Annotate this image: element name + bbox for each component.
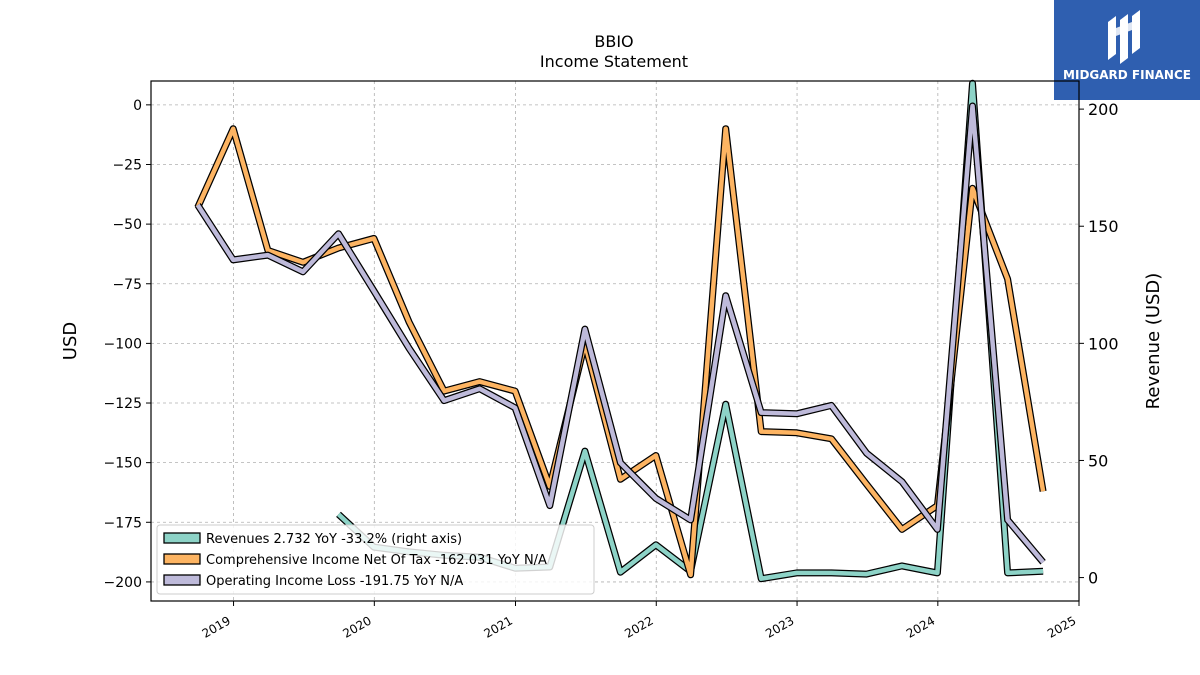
y2-tick-label: 200 bbox=[1088, 100, 1119, 119]
y-tick-label: −150 bbox=[104, 456, 142, 472]
y-tick-label: −25 bbox=[112, 157, 142, 173]
legend-swatch bbox=[163, 532, 201, 544]
y-tick-label: −75 bbox=[112, 277, 142, 293]
x-tick-label: 2024 bbox=[904, 613, 937, 640]
x-tick-label: 2022 bbox=[622, 613, 655, 640]
y2-tick-label: 50 bbox=[1088, 451, 1108, 470]
x-tick-label: 2021 bbox=[482, 613, 515, 640]
midgard-logo-icon bbox=[1108, 10, 1140, 64]
y-tick-label: −175 bbox=[104, 515, 142, 531]
x-tick-label: 2019 bbox=[200, 613, 233, 640]
x-tick-label: 2023 bbox=[763, 613, 796, 640]
y-tick-label: −125 bbox=[104, 396, 142, 412]
plot-frame bbox=[150, 80, 1080, 602]
legend-label: Operating Income Loss -191.75 YoY N/A bbox=[206, 574, 463, 589]
y2-tick-label: 150 bbox=[1088, 217, 1119, 236]
series-line-1 bbox=[195, 126, 1046, 578]
series-line-outline-2 bbox=[194, 102, 1046, 565]
y2-tick-label: 0 bbox=[1088, 569, 1098, 588]
legend-label: Revenues 2.732 YoY -33.2% (right axis) bbox=[206, 532, 462, 547]
y2-axis-label: Revenue (USD) bbox=[1143, 273, 1164, 410]
y-axis-label: USD bbox=[60, 322, 81, 360]
series-line-outline-1 bbox=[194, 125, 1047, 579]
y-tick-label: 0 bbox=[133, 98, 142, 114]
chart-subtitle: Income Statement bbox=[540, 52, 688, 71]
series-line-2 bbox=[195, 103, 1045, 564]
legend-box bbox=[156, 524, 595, 595]
series-layer bbox=[194, 79, 1047, 583]
legend: Revenues 2.732 YoY -33.2% (right axis) Co… bbox=[156, 524, 595, 595]
x-tick-label: 2025 bbox=[1045, 613, 1078, 640]
legend-label: Comprehensive Income Net Of Tax -162.031… bbox=[206, 553, 547, 568]
y2-tick-label: 100 bbox=[1088, 334, 1119, 353]
legend-swatch bbox=[163, 553, 201, 565]
brand-name: MIDGARD FINANCE bbox=[1063, 68, 1191, 82]
brand-logo: MIDGARD FINANCE bbox=[1054, 0, 1200, 100]
legend-swatch bbox=[163, 574, 201, 586]
y-tick-label: −100 bbox=[104, 336, 142, 352]
y-tick-label: −50 bbox=[112, 217, 142, 233]
chart-title: BBIO bbox=[594, 32, 633, 51]
x-tick-label: 2020 bbox=[340, 613, 373, 640]
y-tick-label: −200 bbox=[104, 575, 142, 591]
